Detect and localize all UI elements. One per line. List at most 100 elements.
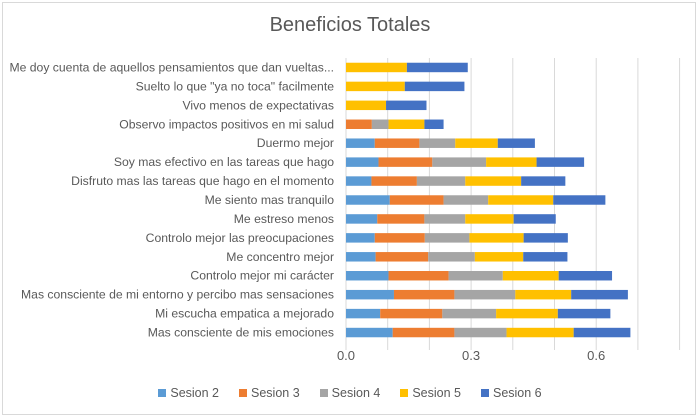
bar-segment-sesion-3 xyxy=(375,252,429,262)
bar-segment-sesion-5 xyxy=(388,119,425,129)
category-labels: Me doy cuenta de aquellos pensamientos q… xyxy=(9,60,334,339)
legend-swatch xyxy=(480,389,489,397)
bar-segment-sesion-6 xyxy=(521,176,566,186)
category-label: Controlo mejor las preocupaciones xyxy=(146,231,334,245)
bar-segment-sesion-6 xyxy=(557,308,611,319)
bar-segment-sesion-5 xyxy=(474,252,524,262)
bar-segment-sesion-4 xyxy=(419,138,456,148)
bar-segment-sesion-6 xyxy=(571,289,628,300)
bar-segment-sesion-3 xyxy=(371,176,417,186)
x-tick-label: 0.3 xyxy=(462,348,480,363)
bar-segment-sesion-6 xyxy=(513,214,556,224)
bar-segment-sesion-3 xyxy=(377,214,425,224)
bar-segment-sesion-5 xyxy=(496,308,558,319)
bar-segment-sesion-6 xyxy=(573,327,631,338)
legend-swatch xyxy=(239,389,248,397)
bar-segment-sesion-2 xyxy=(346,289,394,300)
bars xyxy=(346,62,631,338)
bar-segment-sesion-2 xyxy=(346,157,379,167)
bar-segment-sesion-5 xyxy=(346,100,387,111)
bar-segment-sesion-2 xyxy=(346,327,393,338)
bar-segment-sesion-6 xyxy=(536,157,585,167)
legend-label: Sesion 2 xyxy=(170,386,220,400)
bar-segment-sesion-3 xyxy=(388,271,449,281)
legend-item: Sesion 3 xyxy=(239,386,300,400)
bar-segment-sesion-4 xyxy=(371,119,389,129)
bar-segment-sesion-3 xyxy=(374,138,420,148)
bar-segment-sesion-3 xyxy=(393,289,455,300)
bar-segment-sesion-3 xyxy=(346,119,372,129)
bar-segment-sesion-2 xyxy=(346,271,389,281)
legend-swatch xyxy=(158,389,167,397)
bar-segment-sesion-4 xyxy=(454,327,507,338)
x-tick-label: 0.6 xyxy=(587,348,605,363)
category-label: Me concentro mejor xyxy=(226,250,334,264)
bar-segment-sesion-6 xyxy=(404,81,465,92)
legend-label: Sesion 5 xyxy=(412,386,461,400)
legend-label: Sesion 4 xyxy=(331,386,381,400)
bar-segment-sesion-5 xyxy=(465,176,522,186)
bar-segment-sesion-5 xyxy=(515,289,572,300)
bar-segment-sesion-6 xyxy=(424,119,444,129)
legend-item: Sesion 4 xyxy=(319,386,381,400)
bar-segment-sesion-6 xyxy=(386,100,427,111)
category-label: Duermo mejor xyxy=(257,136,334,150)
category-label: Me estreso menos xyxy=(234,212,334,226)
bar-segment-sesion-5 xyxy=(469,233,524,243)
bar-segment-sesion-5 xyxy=(346,81,405,92)
legend-item: Sesion 5 xyxy=(400,386,461,400)
category-label: Me doy cuenta de aquellos pensamientos q… xyxy=(9,60,334,74)
legend-swatch xyxy=(400,389,409,397)
bar-segment-sesion-6 xyxy=(497,138,535,148)
bar-segment-sesion-2 xyxy=(346,308,381,319)
bar-segment-sesion-4 xyxy=(428,252,475,262)
bar-segment-sesion-4 xyxy=(424,214,466,224)
category-label: Vivo menos de expectativas xyxy=(182,98,334,112)
x-axis-ticks: 0.0 0.3 0.6 xyxy=(337,348,605,363)
legend-swatch xyxy=(319,389,328,397)
bar-segment-sesion-5 xyxy=(502,271,559,281)
category-label: Mas consciente de mi entorno y percibo m… xyxy=(21,288,334,302)
bar-segment-sesion-2 xyxy=(346,138,375,148)
category-label: Disfruto mas las tareas que hago en el m… xyxy=(71,174,334,188)
category-label: Soy mas efectivo en las tareas que hago xyxy=(114,155,334,169)
bar-segment-sesion-6 xyxy=(523,233,568,243)
bar-segment-sesion-3 xyxy=(378,157,433,167)
bar-segment-sesion-4 xyxy=(442,308,497,319)
bar-segment-sesion-6 xyxy=(523,252,568,262)
category-label: Me siento mas tranquilo xyxy=(205,193,335,207)
x-tick-label: 0.0 xyxy=(337,348,355,363)
bar-segment-sesion-4 xyxy=(432,157,487,167)
category-label: Observo impactos positivos en mi salud xyxy=(119,117,334,131)
bar-segment-sesion-2 xyxy=(346,233,375,243)
category-label: Suelto lo que "ya no toca" facilmente xyxy=(136,79,335,93)
bar-segment-sesion-3 xyxy=(389,195,444,205)
category-label: Mas consciente de mis emociones xyxy=(148,326,334,340)
bar-segment-sesion-5 xyxy=(465,214,514,224)
legend-item: Sesion 2 xyxy=(158,386,219,400)
legend-label: Sesion 6 xyxy=(492,386,542,400)
bar-segment-sesion-6 xyxy=(558,271,613,281)
bar-segment-sesion-5 xyxy=(506,327,574,338)
bar-segment-sesion-2 xyxy=(346,214,378,224)
bar-segment-sesion-5 xyxy=(346,62,407,73)
bar-segment-sesion-4 xyxy=(424,233,470,243)
legend: Sesion 2 Sesion 3 Sesion 4 Sesion 5 Sesion 6 xyxy=(0,386,700,400)
bar-segment-sesion-3 xyxy=(392,327,455,338)
bar-segment-sesion-4 xyxy=(448,271,503,281)
legend-item: Sesion 6 xyxy=(480,386,542,400)
bar-segment-sesion-4 xyxy=(454,289,516,300)
category-label: Mi escucha empatica a mejorado xyxy=(155,307,334,321)
legend-label: Sesion 3 xyxy=(251,386,300,400)
bar-segment-sesion-3 xyxy=(374,233,425,243)
category-label: Controlo mejor mi carácter xyxy=(190,269,334,283)
bar-segment-sesion-2 xyxy=(346,176,372,186)
bar-segment-sesion-2 xyxy=(346,195,390,205)
chart-title: Beneficios Totales xyxy=(269,14,431,36)
bar-segment-sesion-3 xyxy=(380,308,443,319)
bar-segment-sesion-2 xyxy=(346,252,376,262)
bar-segment-sesion-4 xyxy=(416,176,466,186)
bar-segment-sesion-4 xyxy=(443,195,489,205)
bar-segment-sesion-5 xyxy=(486,157,537,167)
